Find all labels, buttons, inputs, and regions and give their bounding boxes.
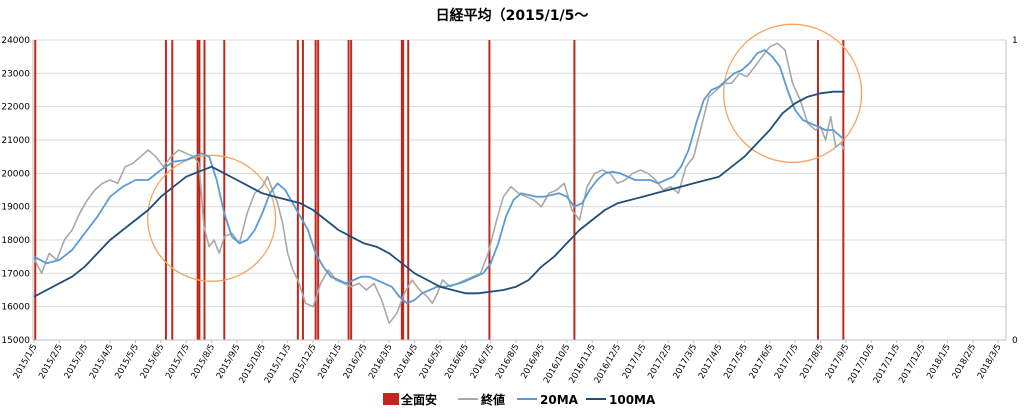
y-tick-21000: 21000 (1, 136, 30, 146)
x-tick-label: 2015/12/5 (288, 343, 318, 386)
x-tick-label: 2015/6/5 (139, 343, 167, 381)
x-tick-label: 2015/4/5 (88, 343, 116, 381)
x-tick-label: 2016/9/5 (519, 343, 547, 381)
x-tick-label: 2017/9/5 (824, 343, 852, 381)
event-bar (317, 40, 320, 340)
y-tick-19000: 19000 (1, 203, 30, 213)
event-bar (842, 40, 845, 340)
series-line-20MA (33, 49, 846, 305)
highlight-circle-2015 (146, 154, 277, 282)
x-tick-label: 2018/3/5 (976, 342, 1004, 380)
legend: 全面安 終値 20MA 100MA (383, 392, 656, 407)
x-tick-label: 2016/2/5 (342, 343, 370, 381)
event-bar (816, 40, 819, 340)
series-line-100MA (33, 90, 845, 298)
x-tick-label: 2017/6/5 (748, 343, 776, 381)
event-bar (196, 40, 199, 340)
y-tick-23000: 23000 (1, 69, 30, 79)
x-tick-label: 2016/5/5 (418, 343, 446, 381)
gridlines (33, 39, 1006, 341)
legend-label: 終値 (481, 392, 505, 407)
event-bar (296, 40, 299, 340)
x-tick-label: 2015/3/5 (63, 343, 91, 381)
y-tick-20000: 20000 (1, 169, 30, 179)
x-tick-label: 2017/5/5 (722, 343, 750, 381)
x-tick-label: 2017/12/5 (897, 343, 927, 386)
event-bar (223, 40, 226, 340)
axes: 15000 16000 17000 18000 19000 20000 21000 22000… (1, 36, 1018, 385)
y-tick-15000: 15000 (1, 336, 30, 346)
x-tick-label: 2016/8/5 (494, 343, 522, 381)
event-bar (573, 40, 576, 340)
y2-tick-top: 1 (1012, 36, 1018, 46)
series-lines (33, 42, 846, 325)
y2-tick-bottom: 0 (1012, 336, 1018, 346)
x-tick-label: 2016/6/5 (443, 343, 471, 381)
y-tick-22000: 22000 (1, 103, 30, 113)
x-tick-label: 2016/3/5 (367, 343, 395, 381)
event-bar (301, 40, 304, 340)
x-tick-label: 2017/7/5 (773, 343, 801, 381)
x-tick-label: 2017/2/5 (646, 343, 674, 381)
event-bar (400, 40, 403, 340)
x-tick-label: 2017/1/5 (621, 343, 649, 381)
x-tick-label: 2015/9/5 (215, 343, 243, 381)
x-tick-label: 2016/12/5 (593, 343, 623, 386)
legend-label: 20MA (540, 393, 579, 407)
x-tick-label: 2017/3/5 (672, 343, 700, 381)
x-tick-label: 2018/2/5 (951, 343, 979, 381)
highlight-circle-2018 (722, 23, 863, 163)
x-tick-label: 2015/1/5 (12, 343, 40, 381)
legend-item-全面安: 全面安 (383, 392, 437, 407)
y-tick-18000: 18000 (1, 236, 30, 246)
x-tick-label: 2015/2/5 (37, 343, 65, 381)
event-bar (164, 40, 167, 340)
event-bar (314, 40, 317, 340)
event-bar (488, 40, 491, 340)
legend-swatch (383, 393, 399, 405)
x-tick-label: 2015/7/5 (164, 343, 192, 381)
x-tick-label: 2017/4/5 (697, 343, 725, 381)
y-tick-16000: 16000 (1, 303, 30, 313)
event-bar (350, 40, 353, 340)
event-bar (347, 40, 350, 340)
x-tick-label: 2016/1/5 (316, 343, 344, 381)
x-tick-label: 2016/7/5 (469, 342, 497, 380)
highlight-circles (146, 23, 863, 282)
y-tick-17000: 17000 (1, 269, 30, 279)
x-tick-label: 2015/5/5 (113, 343, 141, 381)
x-tick-label: 2017/8/5 (798, 343, 826, 381)
x-tick-label: 2018/1/5 (925, 343, 953, 381)
event-bar (402, 40, 405, 340)
event-bars (34, 40, 845, 340)
x-tick-label: 2016/4/5 (392, 343, 420, 381)
event-bar (203, 40, 206, 340)
event-bar (34, 40, 37, 340)
x-tick-label: 2015/8/5 (189, 343, 217, 381)
y-tick-24000: 24000 (1, 36, 30, 46)
legend-item-20MA: 20MA (517, 393, 579, 407)
event-bar (171, 40, 174, 340)
event-bar (407, 40, 410, 340)
legend-item-終値: 終値 (458, 392, 505, 407)
chart-title: 日経平均（2015/1/5〜 (436, 7, 589, 24)
series-line-終値 (33, 42, 846, 325)
legend-label: 全面安 (400, 392, 437, 407)
legend-item-100MA: 100MA (586, 393, 656, 407)
legend-label: 100MA (609, 393, 656, 407)
event-bar (198, 40, 201, 340)
